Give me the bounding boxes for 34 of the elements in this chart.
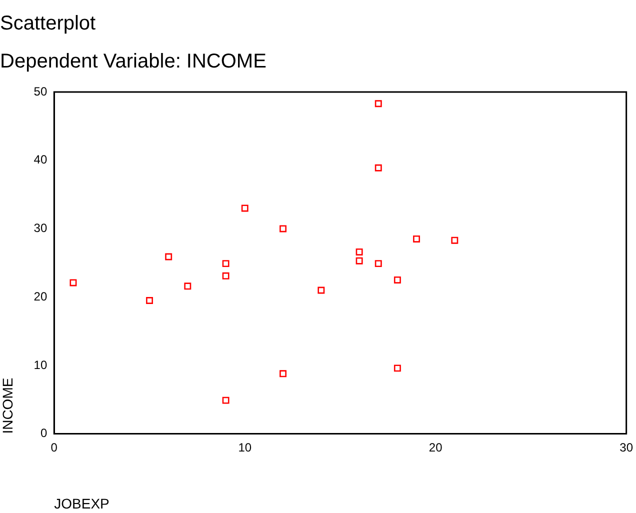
- point: [356, 257, 363, 264]
- x-tick-label: 10: [238, 440, 252, 454]
- point: [394, 276, 401, 284]
- y-tick-label: 30: [34, 221, 48, 236]
- chart-title: Scatterplot: [0, 12, 96, 35]
- point: [280, 225, 286, 232]
- x-tick-label: 30: [620, 440, 634, 454]
- y-tick-label: 0: [40, 426, 48, 440]
- point: [374, 260, 382, 268]
- x-tick-label: 0: [50, 440, 58, 454]
- point: [280, 370, 286, 378]
- x-tick-label: 20: [428, 440, 443, 454]
- point: [374, 164, 382, 172]
- point: [165, 253, 172, 260]
- x-axis-title: JOBEXP: [54, 495, 110, 512]
- point: [70, 279, 77, 286]
- point: [222, 272, 230, 280]
- y-tick-label: 10: [34, 358, 48, 372]
- y-tick-label: 40: [34, 152, 48, 167]
- point: [413, 235, 420, 242]
- y-axis-title: INCOME: [0, 378, 16, 434]
- point: [184, 282, 192, 290]
- point: [241, 204, 248, 212]
- point: [146, 297, 153, 304]
- chart-subtitle: Dependent Variable: INCOME: [0, 50, 266, 73]
- point: [222, 396, 230, 404]
- point: [451, 236, 458, 244]
- point: [222, 260, 230, 268]
- y-tick-label: 50: [34, 84, 48, 98]
- point: [374, 100, 382, 108]
- point: [318, 286, 325, 294]
- y-tick-label: 20: [34, 289, 48, 304]
- point: [356, 248, 363, 256]
- point: [394, 364, 401, 372]
